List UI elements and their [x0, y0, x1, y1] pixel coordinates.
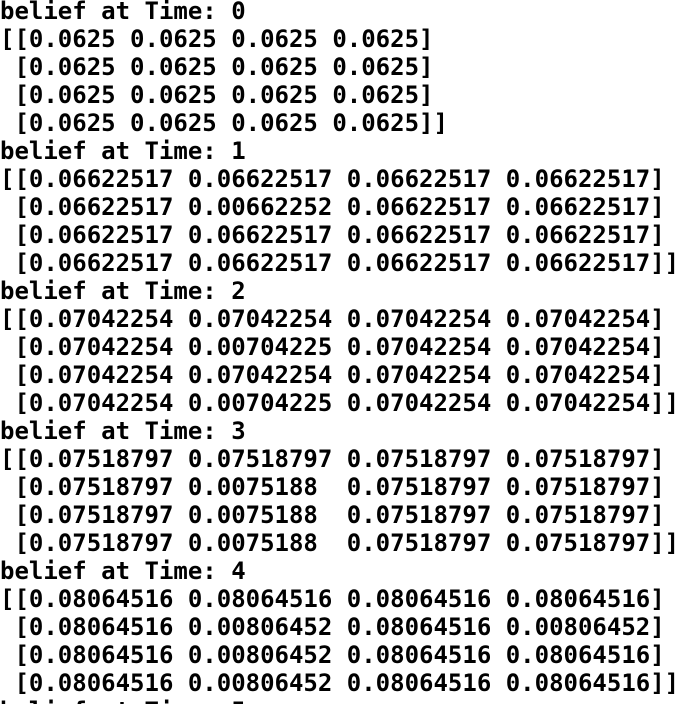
matrix-row: [0.0625 0.0625 0.0625 0.0625] — [0, 81, 434, 109]
matrix-row: [0.06622517 0.06622517 0.06622517 0.0662… — [0, 249, 680, 277]
matrix-row: [0.07042254 0.07042254 0.07042254 0.0704… — [0, 361, 665, 389]
matrix-row: [0.07518797 0.0075188 0.07518797 0.07518… — [0, 529, 680, 557]
matrix-row: [0.0625 0.0625 0.0625 0.0625]] — [0, 109, 448, 137]
matrix-row: [[0.0625 0.0625 0.0625 0.0625] — [0, 25, 434, 53]
matrix-row: [[0.06622517 0.06622517 0.06622517 0.066… — [0, 165, 665, 193]
belief-heading: belief at Time: 3 — [0, 417, 246, 445]
belief-heading: belief at Time: 1 — [0, 137, 246, 165]
belief-heading: belief at Time: 0 — [0, 0, 246, 25]
matrix-row: [0.08064516 0.00806452 0.08064516 0.0806… — [0, 669, 680, 697]
matrix-row: [[0.07518797 0.07518797 0.07518797 0.075… — [0, 445, 665, 473]
matrix-row: [0.06622517 0.00662252 0.06622517 0.0662… — [0, 193, 665, 221]
belief-heading: belief at Time: 5 — [0, 697, 679, 704]
belief-heading: belief at Time: 4 — [0, 557, 246, 585]
matrix-row: [0.07518797 0.0075188 0.07518797 0.07518… — [0, 473, 665, 501]
matrix-row: [0.07518797 0.0075188 0.07518797 0.07518… — [0, 501, 665, 529]
matrix-row: [0.07042254 0.00704225 0.07042254 0.0704… — [0, 389, 680, 417]
belief-heading: belief at Time: 2 — [0, 277, 246, 305]
matrix-row: [0.08064516 0.00806452 0.08064516 0.0806… — [0, 641, 665, 669]
matrix-row: [0.06622517 0.06622517 0.06622517 0.0662… — [0, 221, 665, 249]
output-lines: belief at Time: 0 [[0.0625 0.0625 0.0625 … — [0, 0, 679, 704]
matrix-row: [0.0625 0.0625 0.0625 0.0625] — [0, 53, 434, 81]
matrix-row: [[0.08064516 0.08064516 0.08064516 0.080… — [0, 585, 665, 613]
matrix-row: [0.08064516 0.00806452 0.08064516 0.0080… — [0, 613, 665, 641]
matrix-row: [[0.07042254 0.07042254 0.07042254 0.070… — [0, 305, 665, 333]
matrix-row: [0.07042254 0.00704225 0.07042254 0.0704… — [0, 333, 665, 361]
